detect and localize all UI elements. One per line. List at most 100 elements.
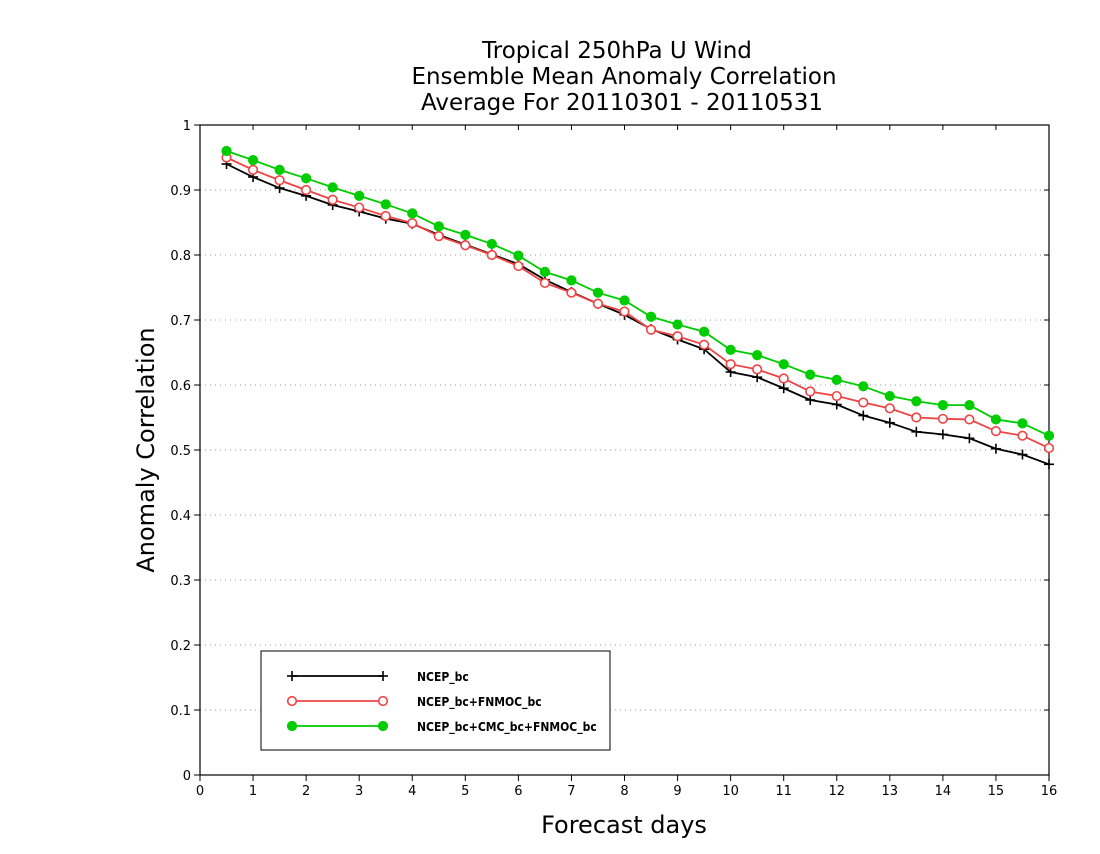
data-point bbox=[619, 306, 630, 317]
data-point bbox=[274, 175, 285, 186]
data-point bbox=[460, 240, 471, 251]
x-tick-label: 0 bbox=[196, 784, 204, 799]
data-point bbox=[831, 390, 842, 402]
data-point bbox=[990, 426, 1002, 437]
data-point bbox=[964, 414, 975, 425]
legend-marker-start bbox=[287, 671, 297, 681]
data-point bbox=[221, 145, 232, 157]
data-point bbox=[327, 182, 338, 193]
legend-label: NCEP_bc+CMC_bc+FNMOC_bc bbox=[417, 720, 597, 735]
data-point bbox=[486, 238, 497, 250]
data-point bbox=[778, 383, 789, 394]
x-tick-label: 5 bbox=[461, 784, 469, 799]
data-point bbox=[619, 295, 630, 306]
data-point bbox=[805, 394, 816, 405]
data-point bbox=[301, 173, 312, 184]
data-point bbox=[911, 412, 922, 423]
x-tick-label: 16 bbox=[1041, 784, 1058, 799]
x-tick-label: 11 bbox=[775, 784, 792, 799]
data-point bbox=[964, 400, 975, 411]
data-point bbox=[513, 250, 524, 261]
data-point bbox=[301, 184, 312, 196]
data-point bbox=[884, 403, 895, 414]
data-point bbox=[539, 277, 551, 289]
y-tick-label: 0 bbox=[183, 769, 191, 784]
legend-marker-start bbox=[286, 720, 298, 732]
data-point bbox=[645, 324, 657, 335]
y-tick-label: 0.3 bbox=[170, 574, 191, 589]
y-tick-label: 0.2 bbox=[170, 639, 191, 654]
title-line-3: Average For 20110301 - 20110531 bbox=[421, 90, 823, 116]
x-tick-label: 10 bbox=[722, 784, 739, 799]
data-point bbox=[592, 287, 604, 298]
series-1 bbox=[221, 152, 1055, 454]
legend-item-1: NCEP_bc+FNMOC_bc bbox=[286, 695, 542, 710]
y-tick-label: 0.6 bbox=[170, 379, 191, 394]
x-tick-label: 15 bbox=[988, 784, 1005, 799]
x-tick-label: 9 bbox=[673, 784, 681, 799]
y-tick-label: 0.8 bbox=[170, 249, 191, 264]
chart-title: Tropical 250hPa U Wind Ensemble Mean Ano… bbox=[411, 38, 836, 116]
data-point bbox=[937, 400, 948, 411]
data-point bbox=[513, 260, 524, 272]
data-point bbox=[672, 331, 683, 342]
x-tick-label: 1 bbox=[249, 784, 257, 799]
data-point bbox=[380, 199, 391, 210]
data-point bbox=[274, 164, 285, 175]
data-point bbox=[247, 155, 259, 166]
x-tick-label: 4 bbox=[408, 784, 416, 799]
data-point bbox=[911, 426, 922, 437]
series-line-2 bbox=[226, 150, 1050, 437]
data-point bbox=[778, 373, 789, 384]
data-point bbox=[407, 218, 418, 229]
data-point bbox=[698, 326, 710, 337]
data-point bbox=[805, 369, 816, 380]
data-point bbox=[645, 311, 657, 322]
data-point bbox=[1043, 430, 1055, 441]
series-0 bbox=[221, 159, 1054, 470]
y-tick-label: 0.1 bbox=[170, 704, 191, 719]
x-axis-title: Forecast days bbox=[541, 811, 707, 839]
legend-marker-end bbox=[378, 671, 388, 681]
x-tick-label: 13 bbox=[882, 784, 899, 799]
gridlines bbox=[200, 189, 1049, 711]
legend-marker-end bbox=[377, 720, 389, 732]
data-point bbox=[1017, 449, 1028, 460]
x-tick-label: 7 bbox=[567, 784, 575, 799]
data-point bbox=[327, 194, 338, 205]
data-point bbox=[858, 410, 869, 421]
data-point bbox=[566, 287, 577, 298]
y-axis-title: Anomaly Correlation bbox=[132, 327, 160, 572]
legend-marker-end bbox=[377, 695, 389, 707]
data-point bbox=[566, 275, 577, 286]
series-2 bbox=[221, 145, 1055, 441]
legend: NCEP_bc NCEP_bc+FNMOC_bc NCEP_bc+CMC_bc+FN… bbox=[260, 650, 611, 751]
data-series bbox=[221, 145, 1055, 470]
legend-item-2: NCEP_bc+CMC_bc+FNMOC_bc bbox=[286, 720, 597, 735]
x-tick-label: 3 bbox=[355, 784, 363, 799]
legend-item-0: NCEP_bc bbox=[287, 670, 469, 685]
data-point bbox=[433, 231, 444, 242]
data-point bbox=[911, 396, 922, 407]
x-tick-label: 6 bbox=[514, 784, 522, 799]
data-point bbox=[884, 417, 895, 428]
legend-marker-start bbox=[286, 695, 298, 707]
data-point bbox=[990, 443, 1001, 454]
y-tick-label: 0.9 bbox=[170, 184, 191, 199]
y-tick-label: 0.4 bbox=[170, 509, 191, 524]
data-point bbox=[672, 319, 683, 330]
data-point bbox=[354, 202, 365, 213]
series-line-0 bbox=[226, 163, 1050, 466]
data-point bbox=[805, 386, 816, 397]
data-point bbox=[752, 364, 763, 375]
data-point bbox=[937, 429, 948, 440]
x-tick-label: 8 bbox=[620, 784, 628, 799]
y-tick-label: 0.7 bbox=[170, 314, 191, 329]
data-point bbox=[486, 249, 497, 261]
data-point bbox=[1017, 430, 1028, 441]
x-tick-label: 2 bbox=[302, 784, 310, 799]
data-point bbox=[592, 298, 604, 309]
data-point bbox=[990, 414, 1002, 425]
